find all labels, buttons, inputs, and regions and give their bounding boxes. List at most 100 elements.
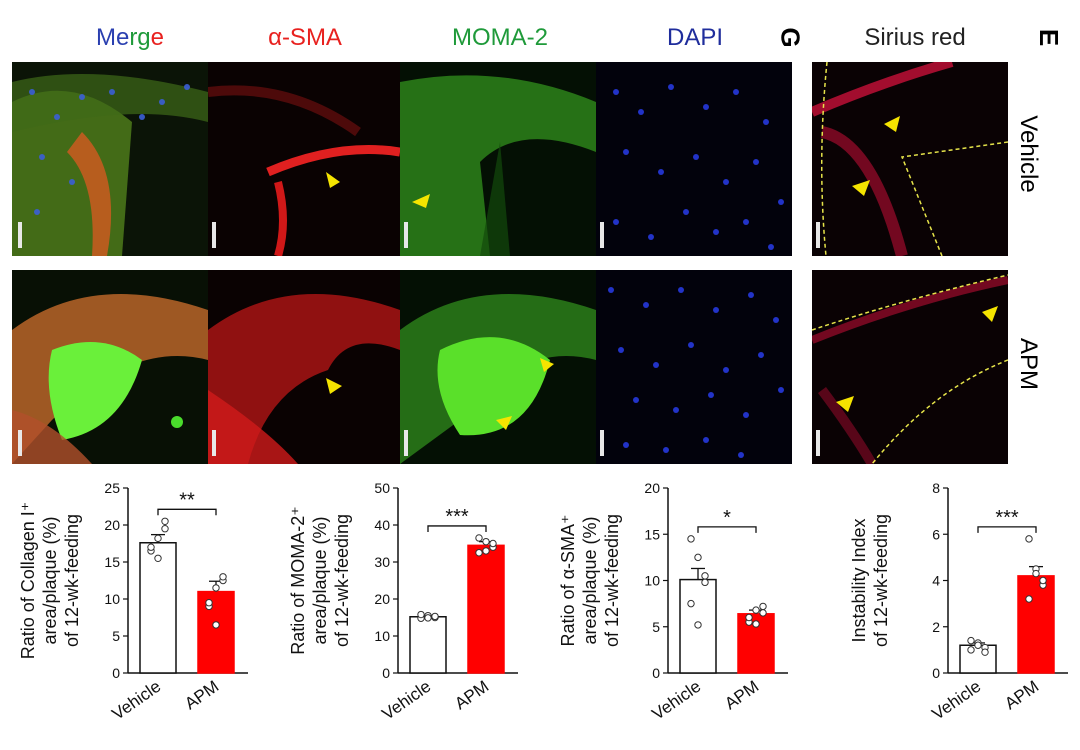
chart-3-data-point <box>981 648 989 656</box>
chart-2-data-point <box>701 572 709 580</box>
chart-0-data-point <box>154 554 162 563</box>
chart-2-data-point <box>687 535 695 543</box>
chart-3-ylabel-line: of 12-wk-feeding <box>871 514 891 647</box>
chart-0-data-point <box>212 621 220 629</box>
micrograph-moma-vehicle <box>400 62 596 256</box>
chart-1-data-point <box>482 547 490 555</box>
chart-1-data-point <box>424 614 432 622</box>
scale-bar <box>18 430 22 456</box>
chart-0-data-point <box>212 584 220 592</box>
chart-1-data-point <box>489 539 497 548</box>
chart-1-y-tick-label: 10 <box>374 628 390 644</box>
bar-chart-collagen: Ratio of Collagen I⁺ area/plaque (%) of 12… <box>18 480 248 724</box>
chart-1-y-tick-label: 0 <box>382 665 390 681</box>
chart-2-significance-label: * <box>723 507 731 529</box>
chart-1-ylabel-line: of 12-wk-feeding <box>332 514 352 647</box>
row-label-apm: APM <box>1015 337 1042 390</box>
scale-bar <box>816 222 820 248</box>
chart-3-data-point <box>967 636 975 645</box>
chart-3-data-point <box>1025 535 1033 543</box>
chart-0-y-tick-label: 5 <box>112 628 120 644</box>
chart-2-data-point <box>752 606 760 614</box>
micrograph-sirius-vehicle <box>812 62 1008 256</box>
chart-0-data-point <box>161 525 169 533</box>
chart-0-data-point <box>205 599 213 607</box>
scale-bar <box>212 222 216 248</box>
chart-3-bar-vehicle <box>959 644 997 674</box>
panel-letter-e: E <box>1034 28 1065 47</box>
chart-2-y-tick-label: 0 <box>652 665 660 681</box>
chart-2-y-tick-label: 20 <box>644 480 660 496</box>
bar-chart-instability: Instability Index of 12-wk-feeding 0 2 4 6 8 Ve… <box>849 480 1068 724</box>
chart-3-significance-label: *** <box>995 507 1019 529</box>
chart-3-bar-apm <box>1017 575 1055 674</box>
bar-chart-sma: Ratio of α-SMA⁺ area/plaque (%) of 12-wk-f… <box>558 480 788 724</box>
merge-part-1: Me <box>95 24 130 51</box>
chart-1-significance-label: *** <box>445 506 469 528</box>
chart-0-significance-bracket <box>157 508 217 516</box>
micrograph-sma-vehicle <box>208 62 400 256</box>
chart-0-data-point <box>147 543 155 551</box>
chart-0-significance-label: ** <box>179 489 195 511</box>
chart-1-ylabel-line: area/plaque (%) <box>310 516 330 644</box>
chart-1-data-point <box>475 549 483 557</box>
chart-1-bar-apm <box>467 544 505 674</box>
chart-2-ylabel-line: area/plaque (%) <box>580 516 600 644</box>
chart-2-y-tick-label: 10 <box>644 573 660 589</box>
chart-2-data-point <box>759 602 767 611</box>
chart-1-bar-vehicle <box>409 616 447 674</box>
scale-bar <box>18 222 22 248</box>
chart-0-category-label: Vehicle <box>108 677 164 724</box>
chart-0-category-label: APM <box>181 677 222 714</box>
merge-part-3: e <box>150 24 165 51</box>
chart-3-y-tick-label: 2 <box>932 619 940 635</box>
chart-2-ylabel-line: of 12-wk-feeding <box>602 514 622 647</box>
column-header-dapi: DAPI <box>666 24 723 51</box>
chart-1-data-point <box>482 537 490 546</box>
chart-2-y-tick-label: 5 <box>652 619 660 635</box>
chart-2-data-point <box>745 613 753 622</box>
column-header-sma: α-SMA <box>268 24 342 51</box>
row-label-vehicle: Vehicle <box>1015 115 1042 193</box>
chart-1-y-tick-label: 40 <box>374 517 390 533</box>
chart-0-data-point <box>154 534 162 543</box>
chart-1-ylabel-line: Ratio of MOMA-2⁺ <box>288 506 308 655</box>
micrograph-dapi-vehicle <box>596 62 792 256</box>
column-header-sirius: Sirius red <box>864 24 966 51</box>
chart-0-data-point <box>219 573 227 581</box>
chart-2-ylabel-line: Ratio of α-SMA⁺ <box>558 515 578 647</box>
merge-part-2: rg <box>129 24 151 51</box>
chart-2-category-label: Vehicle <box>648 677 704 724</box>
chart-3-data-point <box>967 646 975 654</box>
micrograph-sirius-apm <box>812 270 1008 464</box>
scale-bar <box>816 430 820 456</box>
chart-2-y-tick-label: 15 <box>644 526 660 542</box>
chart-2-data-point <box>759 609 767 617</box>
scale-bar <box>600 222 604 248</box>
scale-bar <box>600 430 604 456</box>
scale-bar <box>212 430 216 456</box>
chart-0-data-point <box>161 517 169 525</box>
chart-0-bar-apm <box>197 590 235 674</box>
chart-2-data-point <box>694 621 702 629</box>
chart-1-y-tick-label: 30 <box>374 554 390 570</box>
chart-0-bar-vehicle <box>139 542 177 674</box>
panel-letter-g: G <box>775 27 806 48</box>
chart-1-data-point <box>475 534 483 542</box>
chart-2-significance-bracket <box>697 526 757 533</box>
chart-0-y-tick-label: 25 <box>104 480 120 496</box>
chart-1-y-tick-label: 20 <box>374 591 390 607</box>
chart-1-y-tick-label: 50 <box>374 480 390 496</box>
chart-3-y-tick-label: 6 <box>932 526 940 542</box>
chart-0-ylabel-line: of 12-wk-feeding <box>62 514 82 647</box>
chart-3-y-tick-label: 4 <box>932 573 940 589</box>
scale-bar <box>404 430 408 456</box>
micrograph-sma-apm <box>208 270 400 464</box>
chart-1-category-label: Vehicle <box>378 677 434 724</box>
chart-2-data-point <box>694 553 702 562</box>
chart-1-data-point <box>417 610 425 619</box>
micrograph-merge-apm <box>12 270 208 464</box>
chart-2-data-point <box>701 578 709 587</box>
chart-3-y-tick-label: 8 <box>932 480 940 496</box>
column-header-moma: MOMA-2 <box>452 24 548 51</box>
